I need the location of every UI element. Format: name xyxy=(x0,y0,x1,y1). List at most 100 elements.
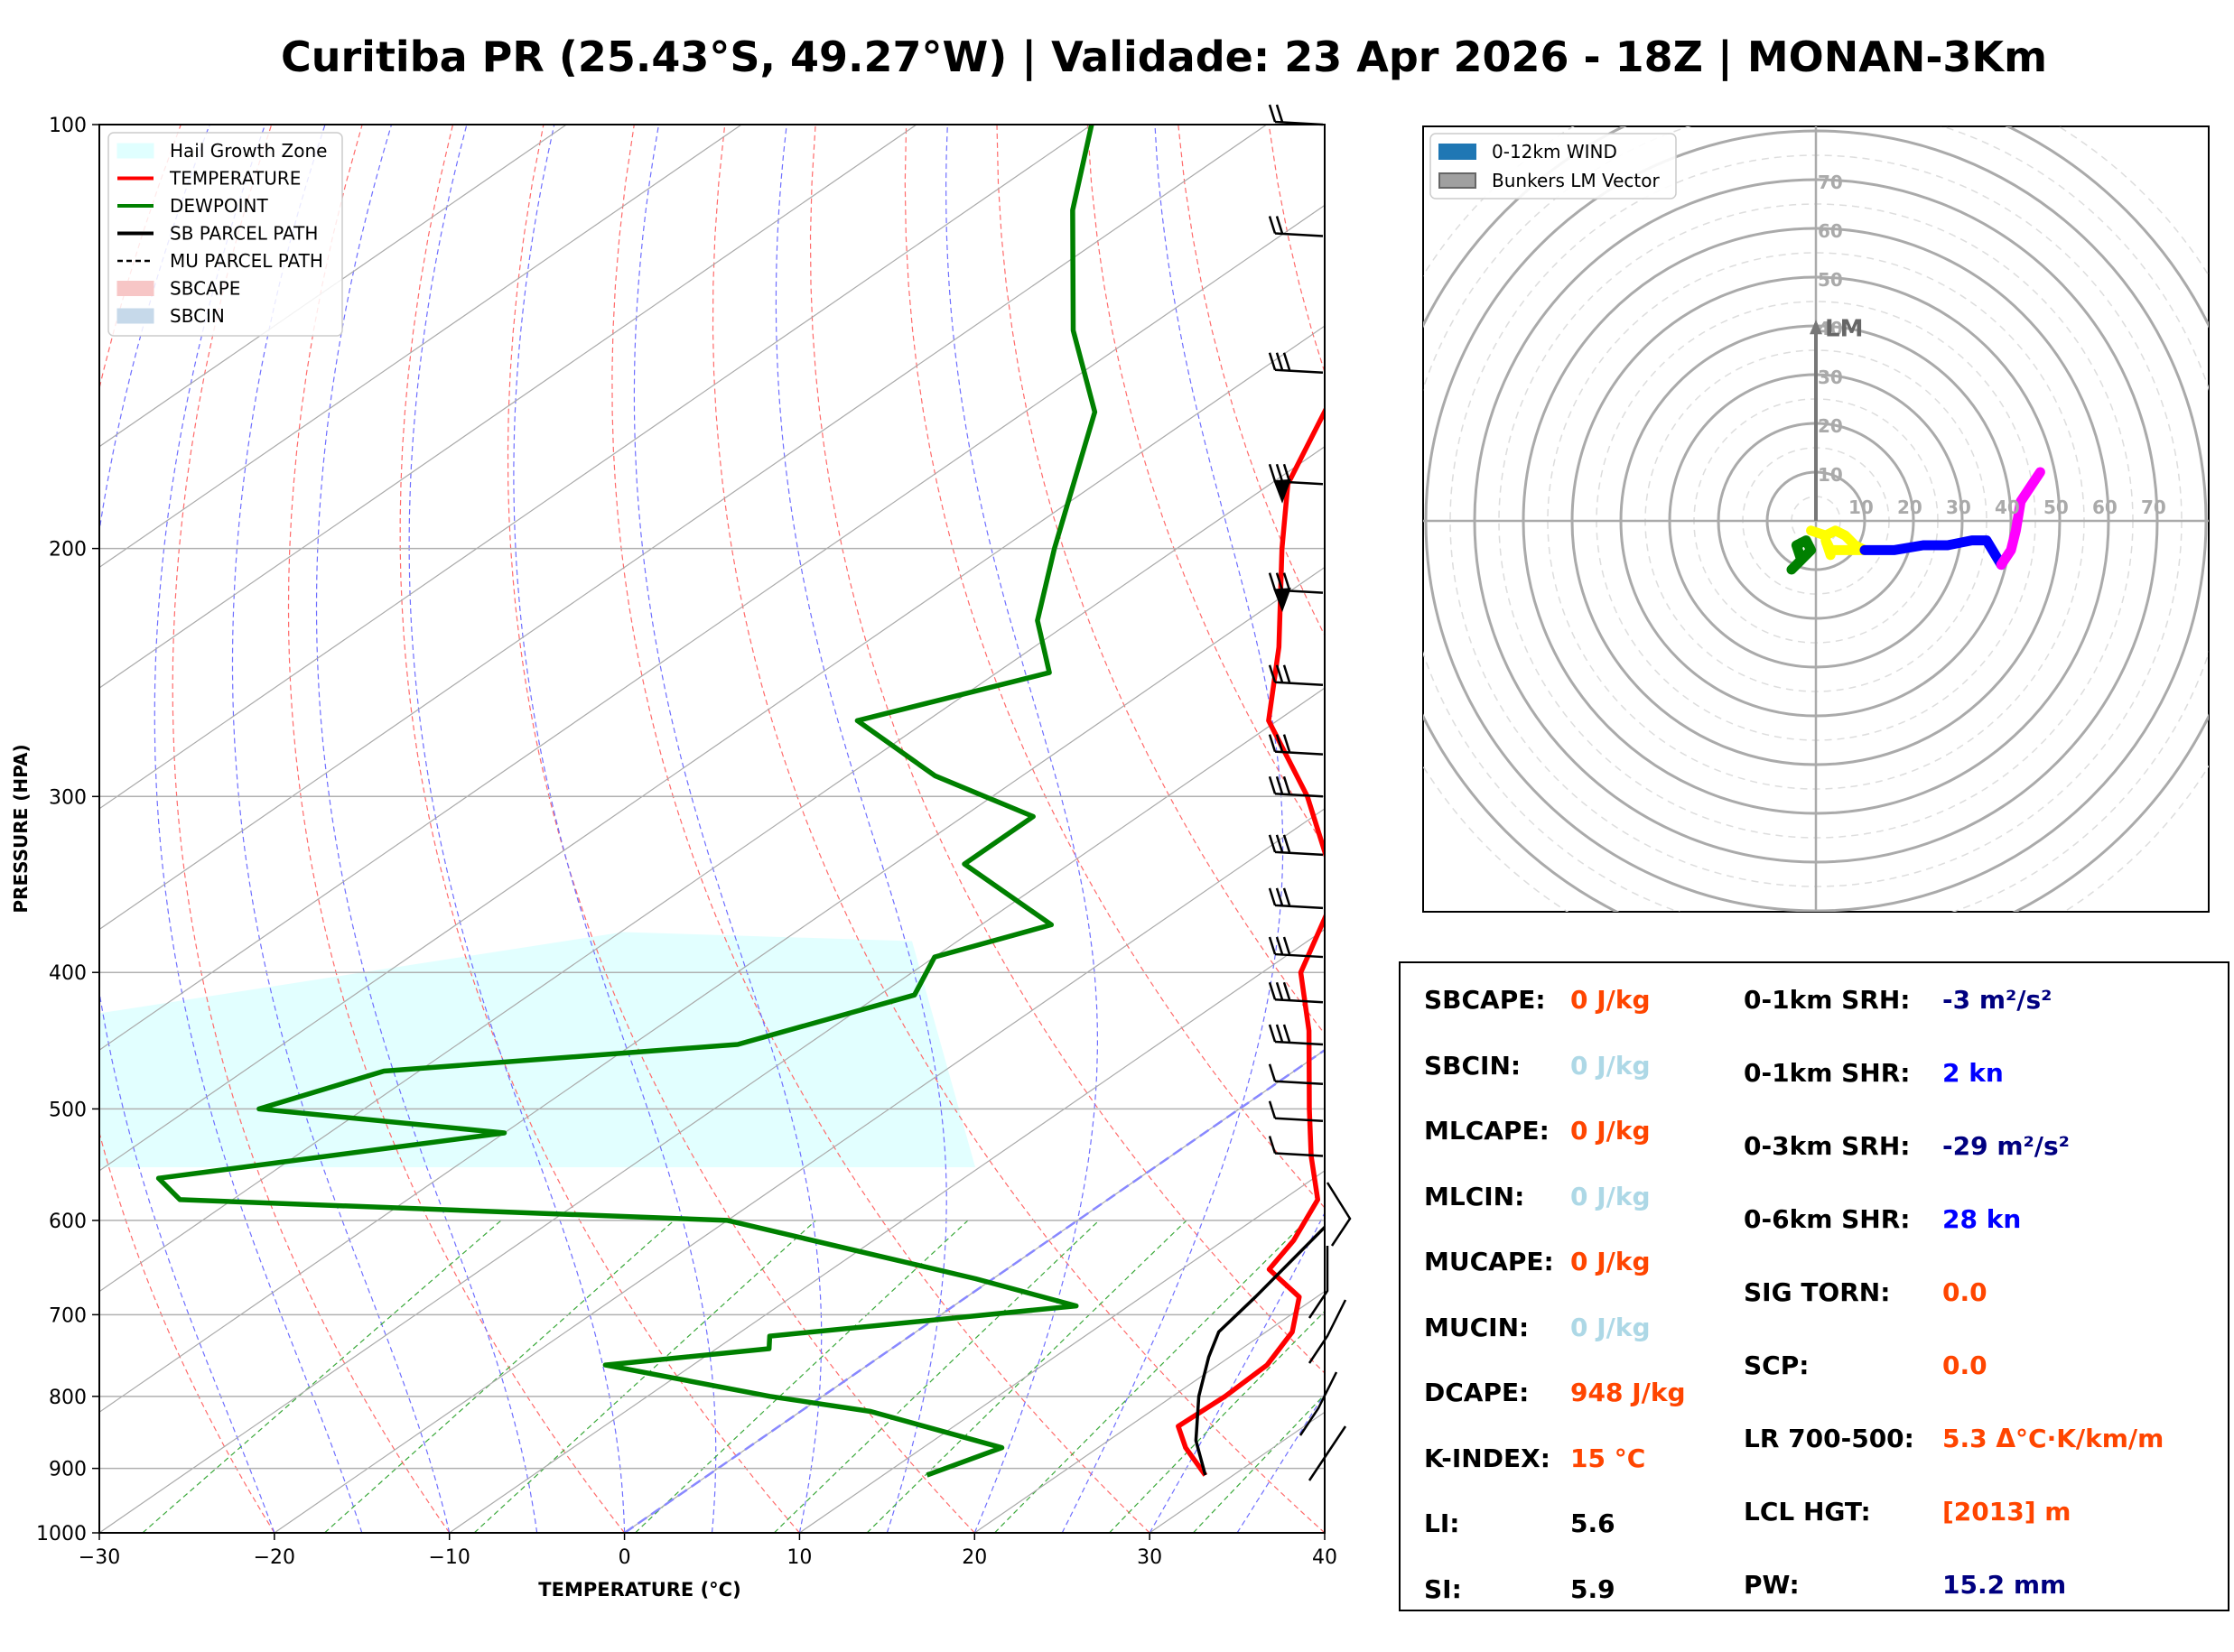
moist-adiabat xyxy=(231,125,451,1533)
wind-barb-feather xyxy=(1275,664,1284,683)
chart-title: Curitiba PR (25.43°S, 49.27°W) | Validad… xyxy=(280,32,2047,81)
wind-barb-feather xyxy=(1282,887,1291,906)
x-tick-label: 20 xyxy=(962,1546,987,1569)
moist-adiabat xyxy=(315,125,538,1533)
param-value: 15 °C xyxy=(1570,1443,1646,1473)
param-label: PW: xyxy=(1744,1570,1800,1600)
wind-barb-feather xyxy=(1275,216,1284,234)
wind-barb-feather xyxy=(1282,463,1291,482)
x-tick-label: −30 xyxy=(79,1546,120,1569)
param-label: 0-6km SHR: xyxy=(1744,1204,1911,1234)
param-value: 2 kn xyxy=(1942,1058,2004,1088)
wind-barb-feather xyxy=(1275,775,1284,794)
temperature-line xyxy=(1176,405,1325,1477)
parameters-panel: SBCAPE: 0 J/kg SBCIN: 0 J/kg MLCAPE: 0 J/kg ML… xyxy=(1399,961,2229,1611)
moist-adiabat xyxy=(408,125,626,1533)
legend-swatch xyxy=(116,143,154,159)
hodograph-legend: 0-12km WIND Bunkers LM Vector xyxy=(1429,133,1677,200)
wind-barb-staff xyxy=(1274,368,1324,374)
wind-barb-feather xyxy=(1282,352,1291,371)
wind-barb-feather xyxy=(1268,734,1277,752)
wind-barb-feather xyxy=(1268,1063,1277,1082)
legend-label: SB PARCEL PATH xyxy=(170,223,318,245)
skewt-clip xyxy=(99,125,1325,1533)
param-label: SBCAPE: xyxy=(1424,985,1546,1015)
wind-barb-feather xyxy=(1275,572,1284,590)
wind-barb-staff xyxy=(1274,904,1324,910)
isotherm xyxy=(799,1170,1325,1533)
param-value: 948 J/kg xyxy=(1570,1378,1686,1407)
x-tick-label: 10 xyxy=(787,1546,812,1569)
wind-barb-feather xyxy=(1268,463,1277,482)
wind-barb-feather xyxy=(1268,936,1277,955)
wind-barb-staff xyxy=(1326,1182,1352,1247)
param-value: 28 kn xyxy=(1942,1204,2022,1234)
wind-barb-staff xyxy=(1274,1152,1324,1157)
legend-swatch xyxy=(1438,172,1476,189)
wind-barb-feather xyxy=(1268,1136,1277,1154)
wind-barbs xyxy=(1268,104,1352,1481)
dry-adiabat xyxy=(172,125,451,1533)
lm-vector-head xyxy=(1810,320,1822,335)
moist-adiabat xyxy=(1236,1392,1325,1533)
wind-barb-feather xyxy=(1282,936,1291,955)
zero-isotherm xyxy=(623,1048,1325,1533)
isotherm xyxy=(449,928,1325,1533)
wind-barb-staff xyxy=(1274,850,1324,857)
wind-barb-feather xyxy=(1268,887,1277,906)
param-label: MLCIN: xyxy=(1424,1181,1525,1211)
wind-barb-staff xyxy=(1274,1117,1324,1123)
ring-label-x: 60 xyxy=(2092,497,2118,518)
y-tick-label: 400 xyxy=(49,962,87,985)
legend-label: MU PARCEL PATH xyxy=(170,250,323,272)
wind-barb-staff xyxy=(1308,1299,1347,1364)
wind-barb-feather xyxy=(1282,834,1291,853)
param-label: DCAPE: xyxy=(1424,1378,1530,1407)
isotherm xyxy=(99,566,1325,1414)
param-label: SI: xyxy=(1424,1573,1462,1604)
legend-label: SBCIN xyxy=(170,305,225,327)
param-value: 0 J/kg xyxy=(1570,985,1651,1015)
wind-barb-staff xyxy=(1299,1371,1338,1436)
wind-barb-feather xyxy=(1275,887,1284,906)
param-value: 0.0 xyxy=(1942,1277,1987,1307)
wind-barb-feather xyxy=(1275,936,1284,955)
param-value: 5.9 xyxy=(1570,1573,1615,1604)
ring-label-x: 10 xyxy=(1848,497,1874,518)
wind-barb-flag xyxy=(1273,588,1291,613)
ring-label-x: 30 xyxy=(1946,497,1971,518)
param-label: MUCIN: xyxy=(1424,1312,1530,1342)
legend-label: TEMPERATURE xyxy=(169,168,301,190)
wind-barb-staff xyxy=(1274,750,1324,756)
x-axis-label: TEMPERATURE (°C) xyxy=(538,1579,740,1601)
hodograph-yellow-segment xyxy=(1806,525,1870,561)
isotherm xyxy=(99,125,917,689)
legend-label: 0-12km WIND xyxy=(1492,141,1617,162)
param-value: 5.3 Δ°C·K/km/m xyxy=(1942,1424,2164,1453)
wind-barb-feather xyxy=(1275,104,1284,123)
param-label: MUCAPE: xyxy=(1424,1247,1554,1276)
plot-frame xyxy=(98,124,1326,1534)
param-label: LI: xyxy=(1424,1508,1460,1538)
wind-barb-feather xyxy=(1268,572,1277,590)
wind-barb-feather xyxy=(1268,104,1277,123)
legend-box xyxy=(107,132,343,337)
param-value: [2013] m xyxy=(1942,1497,2071,1527)
wind-barb-feather xyxy=(1275,1024,1284,1043)
wind-barb-feather xyxy=(1282,981,1291,1000)
wind-barb-staff xyxy=(1274,998,1324,1004)
y-tick-label: 800 xyxy=(49,1387,87,1409)
wind-barb-feather xyxy=(1268,1100,1277,1119)
wind-barb-staff xyxy=(1274,120,1324,126)
ring-label-x: 40 xyxy=(1995,497,2020,518)
legend-swatch xyxy=(116,308,154,324)
wind-barb-feather xyxy=(1275,463,1284,482)
wind-barb-staff xyxy=(1274,952,1324,959)
param-label: 0-1km SHR: xyxy=(1744,1058,1911,1088)
param-label: K-INDEX: xyxy=(1424,1443,1550,1473)
mixing-ratio-line xyxy=(324,1220,675,1533)
param-label: LR 700-500: xyxy=(1744,1424,1914,1453)
wind-barb-feather xyxy=(1282,734,1291,752)
dewpoint-line xyxy=(155,125,1098,1478)
